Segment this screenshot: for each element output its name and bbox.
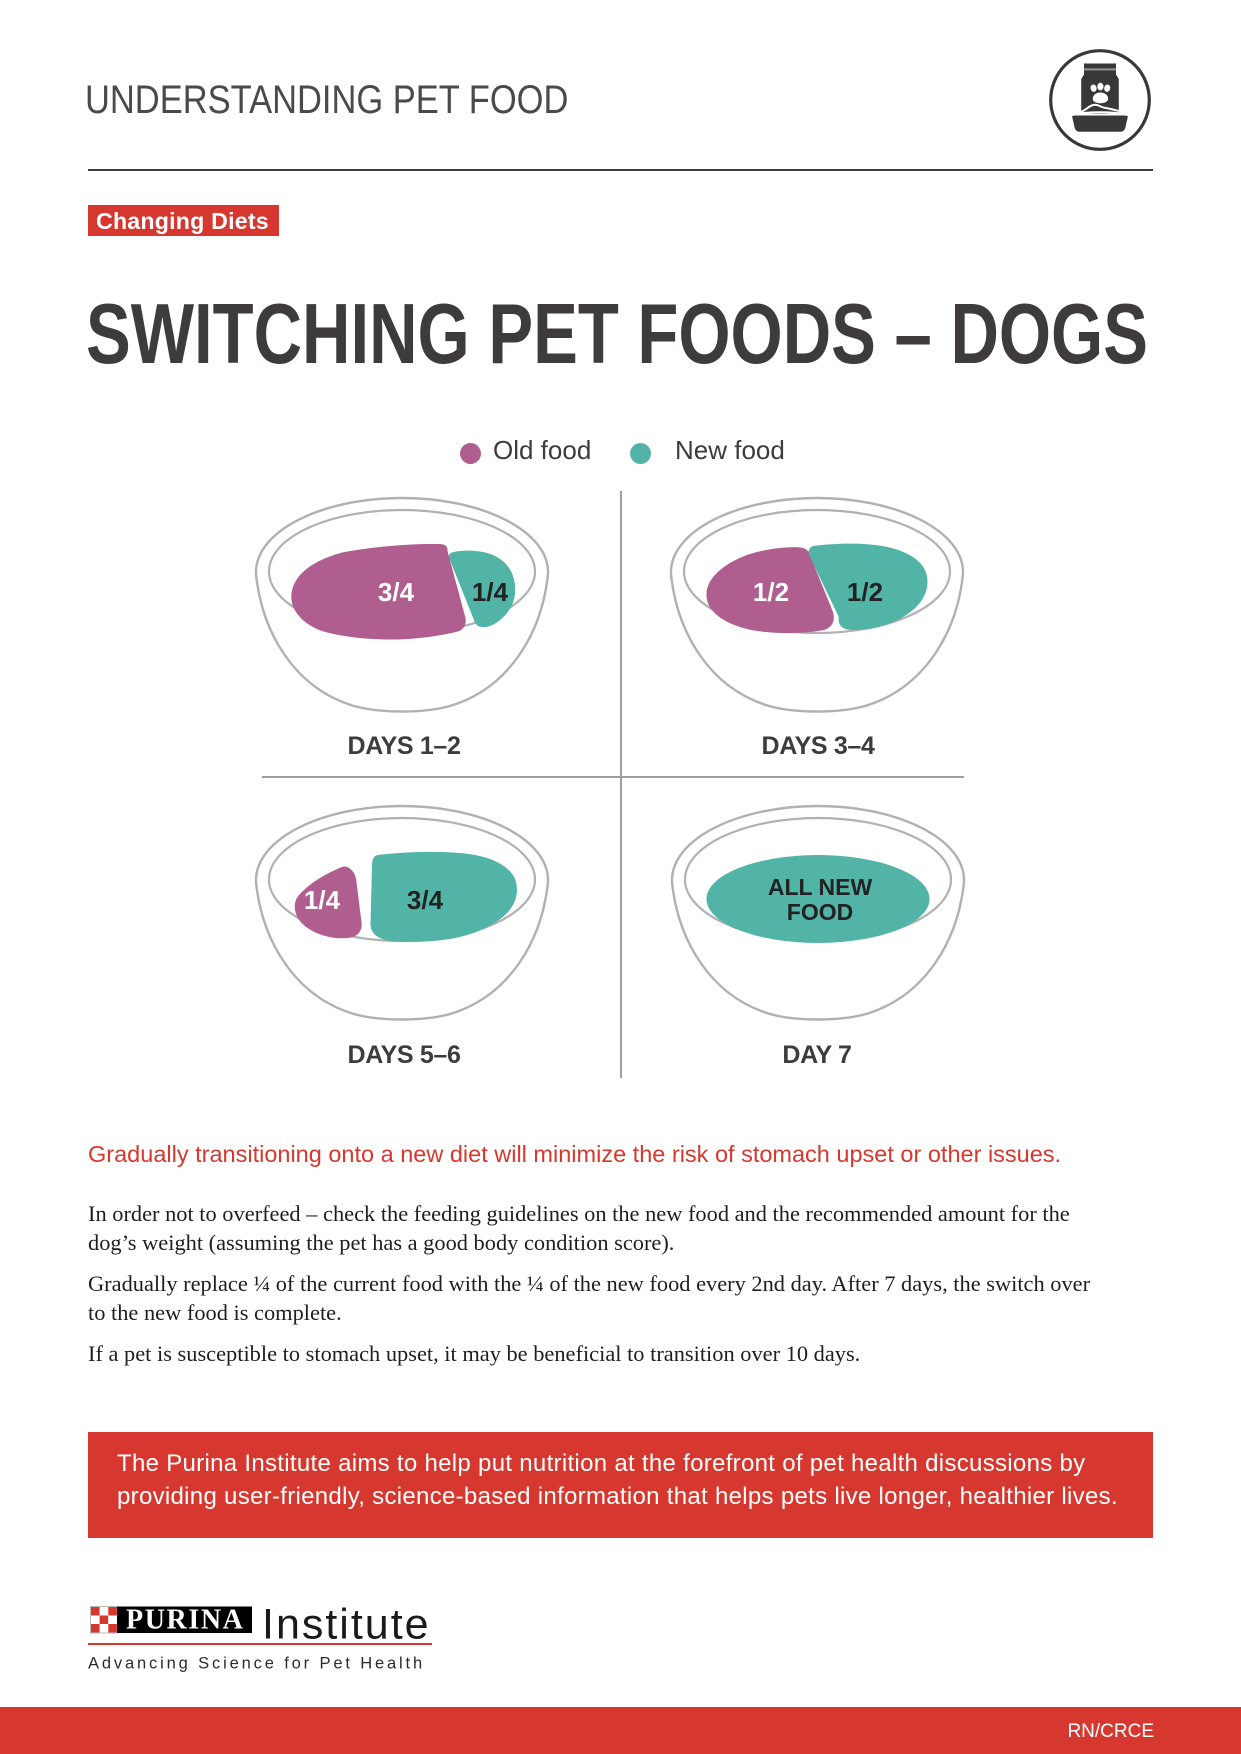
- svg-text:1/2: 1/2: [753, 577, 789, 607]
- svg-text:Advancing Science for Pet Heal: Advancing Science for Pet Health: [88, 1655, 425, 1673]
- svg-text:3/4: 3/4: [378, 577, 415, 607]
- svg-text:1/2: 1/2: [847, 577, 883, 607]
- svg-text:FOOD: FOOD: [787, 899, 853, 925]
- svg-text:PURINA: PURINA: [126, 1605, 244, 1636]
- svg-text:3/4: 3/4: [407, 885, 444, 915]
- svg-text:1/4: 1/4: [472, 577, 509, 607]
- svg-text:ALL NEW: ALL NEW: [768, 874, 873, 900]
- svg-text:1/4: 1/4: [304, 885, 341, 915]
- svg-text:Institute: Institute: [262, 1601, 431, 1649]
